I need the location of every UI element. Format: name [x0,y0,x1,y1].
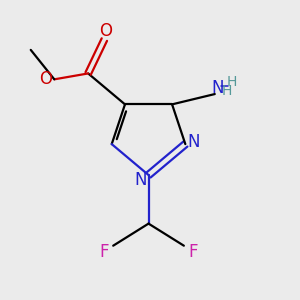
Text: N: N [134,171,146,189]
Text: H: H [227,75,237,89]
Text: O: O [40,70,52,88]
Text: F: F [99,243,109,261]
Text: H: H [222,84,232,98]
Text: O: O [99,22,112,40]
Text: F: F [188,243,198,261]
Text: N: N [187,133,200,151]
Text: N: N [212,79,224,97]
